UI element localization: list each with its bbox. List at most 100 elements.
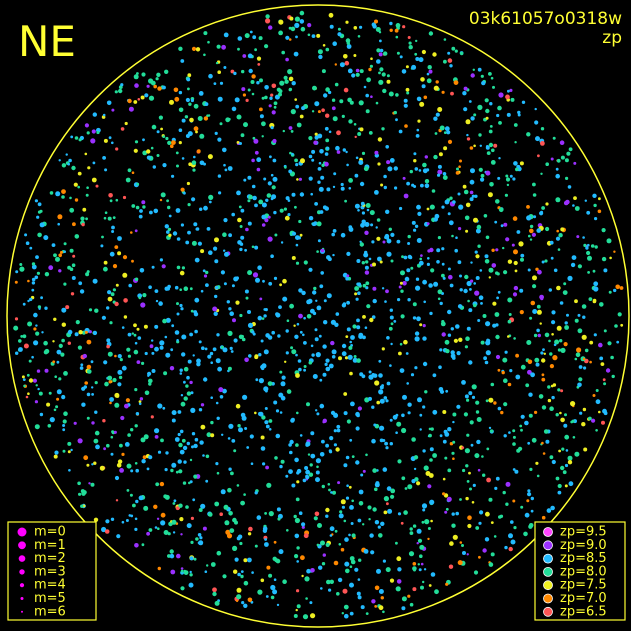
star <box>251 158 255 163</box>
star <box>432 373 437 378</box>
star <box>262 462 266 466</box>
star <box>349 582 354 588</box>
star <box>197 541 201 545</box>
star <box>315 299 318 302</box>
star <box>426 168 430 172</box>
star <box>443 131 447 135</box>
star <box>504 545 508 550</box>
star <box>314 511 320 517</box>
star <box>530 300 536 306</box>
star <box>422 405 426 409</box>
star <box>417 119 421 123</box>
star <box>420 183 424 188</box>
star <box>236 484 240 487</box>
star <box>181 352 186 357</box>
star <box>330 340 335 346</box>
star <box>321 163 325 167</box>
star <box>228 307 232 311</box>
star <box>21 375 25 379</box>
star <box>560 227 565 232</box>
star <box>134 277 139 282</box>
star <box>379 48 384 53</box>
star <box>315 470 320 475</box>
star <box>485 170 491 176</box>
star <box>115 283 119 287</box>
star <box>356 591 361 596</box>
star <box>77 345 82 350</box>
star <box>556 325 562 331</box>
star <box>419 554 423 558</box>
star <box>527 441 531 445</box>
star <box>587 255 592 261</box>
star <box>449 283 454 288</box>
star <box>526 205 530 209</box>
star <box>437 236 441 240</box>
star <box>413 152 417 156</box>
star <box>343 463 348 468</box>
star <box>441 262 445 266</box>
star <box>419 544 425 550</box>
star <box>247 175 252 180</box>
star <box>554 339 560 345</box>
star <box>34 275 39 280</box>
star <box>374 605 378 608</box>
star <box>433 217 439 222</box>
star <box>214 259 219 264</box>
star <box>37 202 42 207</box>
star <box>368 67 372 72</box>
star <box>262 279 265 283</box>
star <box>121 326 125 329</box>
star <box>271 330 276 335</box>
star <box>382 559 386 563</box>
star <box>523 531 528 537</box>
star <box>378 605 384 611</box>
star <box>349 556 355 561</box>
star <box>301 290 306 296</box>
star <box>491 148 495 153</box>
star <box>278 305 282 309</box>
star <box>251 571 254 574</box>
star <box>49 417 55 423</box>
star <box>309 601 313 605</box>
zp-label: zp=6.5 <box>560 604 607 619</box>
star <box>398 351 402 356</box>
star <box>294 16 300 22</box>
star <box>47 424 52 428</box>
star <box>273 276 278 280</box>
star <box>295 443 299 447</box>
star <box>222 574 227 579</box>
star <box>296 560 300 563</box>
star <box>521 100 526 105</box>
star <box>484 360 489 365</box>
star <box>348 533 351 537</box>
star <box>389 315 394 320</box>
star <box>342 302 347 306</box>
star <box>134 424 138 428</box>
star <box>293 324 296 327</box>
star <box>370 550 375 555</box>
star <box>314 101 320 107</box>
star <box>428 69 433 74</box>
star <box>531 232 537 237</box>
star <box>407 234 411 239</box>
star <box>447 139 453 144</box>
star <box>316 305 322 311</box>
star <box>237 36 243 41</box>
star <box>383 496 389 502</box>
star <box>498 157 501 160</box>
star <box>433 281 439 287</box>
star <box>24 233 28 237</box>
star <box>532 275 537 281</box>
star <box>394 28 399 33</box>
star <box>451 523 456 528</box>
star <box>230 350 234 353</box>
star <box>254 544 258 548</box>
star <box>372 298 377 304</box>
star <box>371 240 375 244</box>
star <box>103 260 108 265</box>
star <box>74 234 80 239</box>
star <box>324 126 329 131</box>
star <box>264 308 268 312</box>
star <box>592 193 597 198</box>
star <box>462 468 466 473</box>
